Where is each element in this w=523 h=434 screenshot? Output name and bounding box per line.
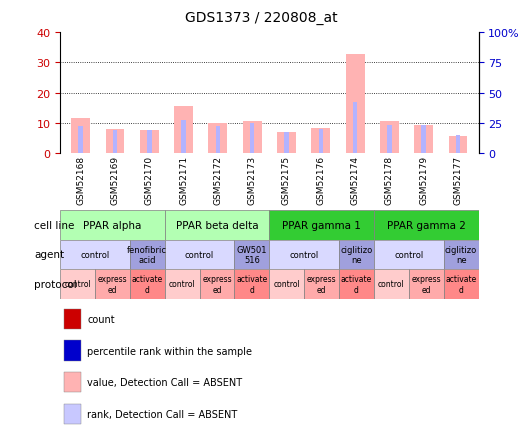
Bar bbox=[95, 270, 130, 299]
Bar bbox=[285, 133, 289, 154]
Text: count: count bbox=[87, 314, 115, 324]
Bar bbox=[374, 210, 479, 240]
Bar bbox=[339, 270, 374, 299]
Bar bbox=[64, 372, 81, 392]
Text: PPAR beta delta: PPAR beta delta bbox=[176, 220, 258, 230]
Bar bbox=[380, 122, 399, 154]
Bar bbox=[64, 309, 81, 329]
Bar bbox=[387, 126, 392, 154]
Bar bbox=[277, 132, 296, 154]
Bar bbox=[444, 270, 479, 299]
Bar bbox=[64, 341, 81, 361]
Text: control: control bbox=[169, 280, 196, 289]
Bar bbox=[234, 240, 269, 270]
Bar bbox=[409, 270, 444, 299]
Text: control: control bbox=[64, 280, 91, 289]
Bar bbox=[113, 130, 117, 154]
Bar bbox=[165, 240, 234, 270]
Text: control: control bbox=[378, 280, 405, 289]
Text: agent: agent bbox=[34, 250, 64, 260]
Bar bbox=[250, 124, 254, 154]
Text: control: control bbox=[81, 250, 110, 259]
Text: activate
d: activate d bbox=[132, 275, 163, 294]
Bar bbox=[165, 210, 269, 240]
Text: ciglitizo
ne: ciglitizo ne bbox=[445, 245, 477, 264]
Text: GW501
516: GW501 516 bbox=[237, 245, 267, 264]
Text: activate
d: activate d bbox=[446, 275, 477, 294]
Text: percentile rank within the sample: percentile rank within the sample bbox=[87, 346, 252, 356]
Text: PPAR alpha: PPAR alpha bbox=[83, 220, 142, 230]
Bar bbox=[304, 270, 339, 299]
Text: cell line: cell line bbox=[34, 220, 74, 230]
Bar bbox=[60, 240, 130, 270]
Bar bbox=[456, 136, 460, 154]
Text: value, Detection Call = ABSENT: value, Detection Call = ABSENT bbox=[87, 377, 243, 387]
Bar bbox=[444, 240, 479, 270]
Bar bbox=[209, 124, 228, 154]
Text: activate
d: activate d bbox=[236, 275, 268, 294]
Bar bbox=[140, 130, 159, 154]
Bar bbox=[319, 129, 323, 154]
Text: fenofibric
acid: fenofibric acid bbox=[127, 245, 167, 264]
Bar bbox=[130, 240, 165, 270]
Bar bbox=[106, 130, 124, 154]
Bar bbox=[269, 240, 339, 270]
Bar bbox=[374, 240, 444, 270]
Bar bbox=[414, 126, 433, 154]
Bar bbox=[449, 136, 468, 154]
Bar bbox=[174, 107, 193, 154]
Text: express
ed: express ed bbox=[202, 275, 232, 294]
Bar bbox=[269, 270, 304, 299]
Bar bbox=[181, 121, 186, 154]
Bar bbox=[353, 102, 357, 154]
Text: express
ed: express ed bbox=[412, 275, 441, 294]
Text: activate
d: activate d bbox=[341, 275, 372, 294]
Bar bbox=[374, 270, 409, 299]
Text: express
ed: express ed bbox=[98, 275, 127, 294]
Bar bbox=[71, 119, 90, 154]
Text: control: control bbox=[290, 250, 319, 259]
Bar bbox=[147, 131, 152, 154]
Bar bbox=[60, 270, 95, 299]
Text: protocol: protocol bbox=[34, 279, 77, 289]
Bar bbox=[215, 127, 220, 154]
Bar bbox=[346, 55, 365, 154]
Bar bbox=[243, 122, 262, 154]
Text: ciglitizo
ne: ciglitizo ne bbox=[340, 245, 372, 264]
Text: express
ed: express ed bbox=[307, 275, 336, 294]
Bar bbox=[200, 270, 234, 299]
Bar bbox=[130, 270, 165, 299]
Text: PPAR gamma 1: PPAR gamma 1 bbox=[282, 220, 361, 230]
Bar bbox=[422, 126, 426, 154]
Text: PPAR gamma 2: PPAR gamma 2 bbox=[387, 220, 465, 230]
Text: control: control bbox=[394, 250, 424, 259]
Bar bbox=[234, 270, 269, 299]
Bar bbox=[78, 127, 83, 154]
Text: control: control bbox=[185, 250, 214, 259]
Text: GDS1373 / 220808_at: GDS1373 / 220808_at bbox=[185, 11, 338, 25]
Bar bbox=[64, 404, 81, 424]
Bar bbox=[269, 210, 374, 240]
Bar bbox=[339, 240, 374, 270]
Text: rank, Detection Call = ABSENT: rank, Detection Call = ABSENT bbox=[87, 409, 237, 419]
Bar bbox=[165, 270, 200, 299]
Text: control: control bbox=[274, 280, 300, 289]
Bar bbox=[60, 210, 165, 240]
Bar bbox=[311, 129, 330, 154]
